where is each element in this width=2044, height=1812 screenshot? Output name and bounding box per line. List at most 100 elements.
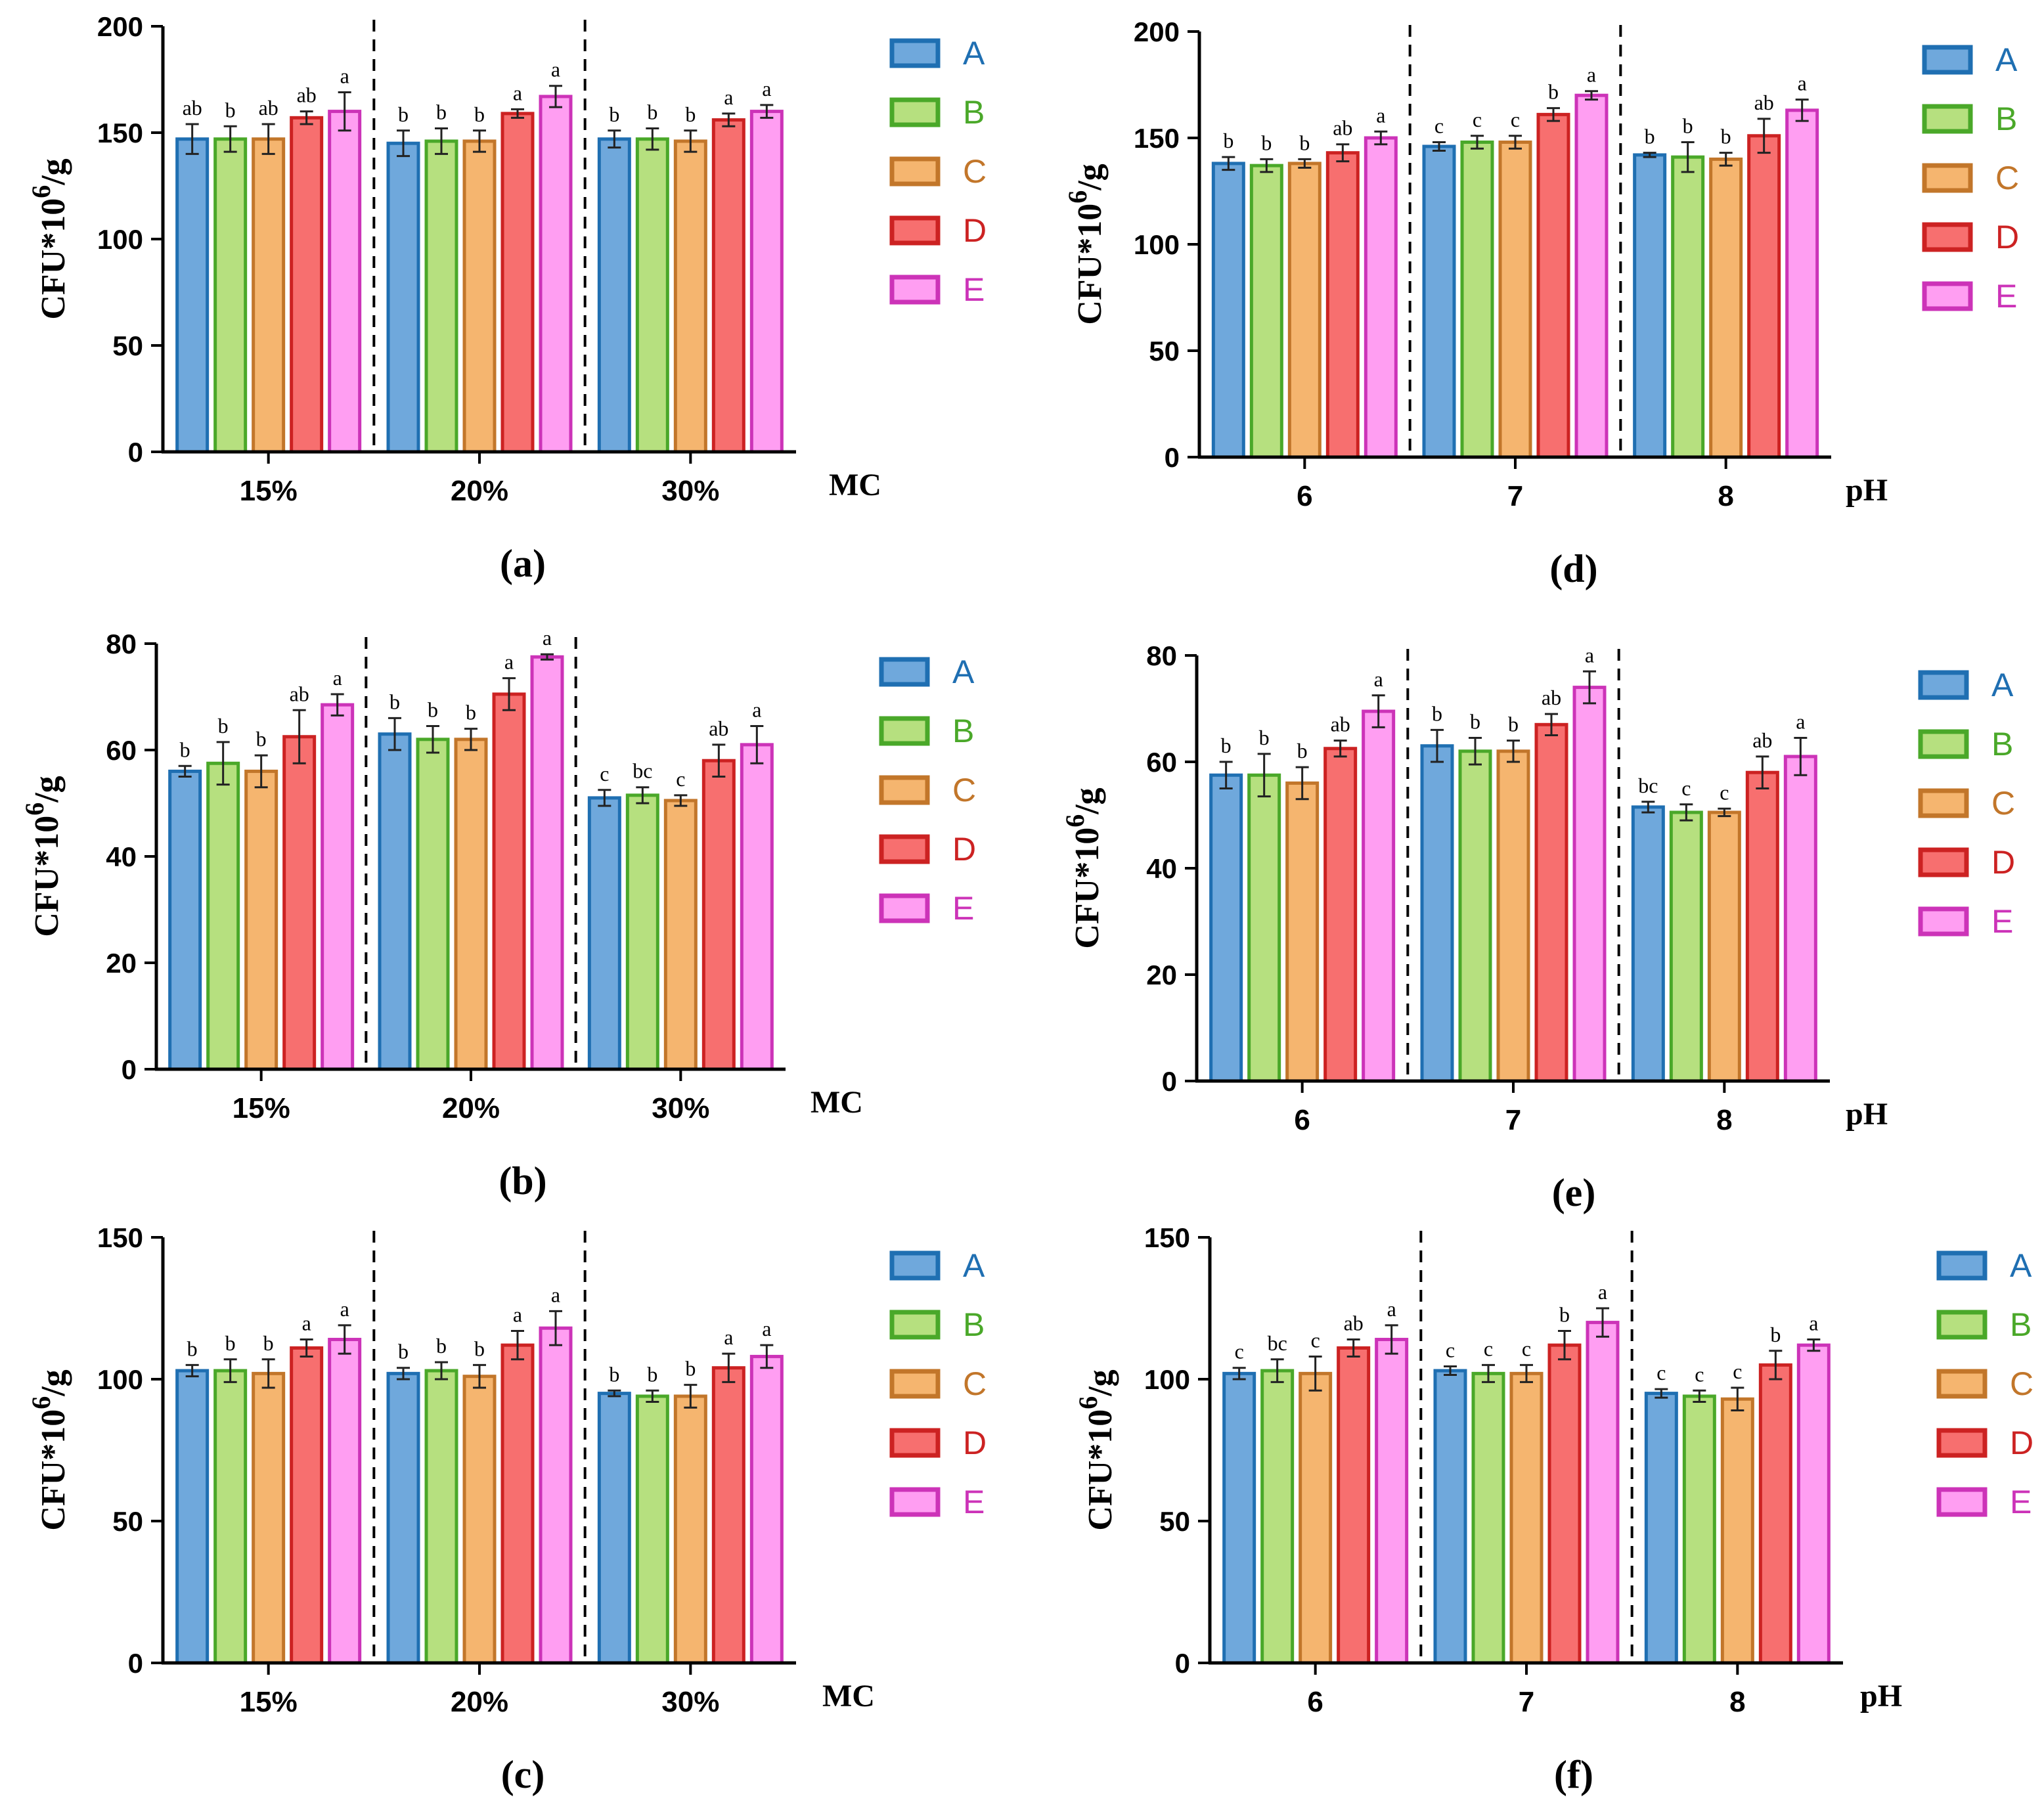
bar <box>1364 136 1398 459</box>
significance-label: b <box>1508 713 1519 736</box>
y-axis-title: CFU*106/g <box>1063 164 1109 324</box>
legend-label: B <box>2010 1306 2032 1343</box>
bar <box>1633 153 1667 459</box>
legend-swatch <box>1918 670 1969 700</box>
y-axis-title-exponent: 6 <box>1063 190 1092 204</box>
significance-label: bc <box>633 759 652 783</box>
significance-label: ab <box>1331 713 1350 736</box>
bar <box>1586 1321 1620 1665</box>
bar <box>635 137 669 454</box>
y-tick-label: 40 <box>106 841 137 872</box>
bar <box>1496 749 1530 1083</box>
y-axis-title-unit: /g <box>1071 164 1109 190</box>
y-tick-label: 0 <box>128 437 143 468</box>
legend-swatch <box>879 657 930 687</box>
y-axis-title-exponent: 6 <box>1073 1396 1103 1409</box>
legend-label: A <box>952 653 975 690</box>
significance-label: ab <box>297 83 317 107</box>
significance-label: b <box>1299 131 1310 154</box>
significance-label: b <box>187 1337 198 1360</box>
significance-label: c <box>1656 1361 1666 1384</box>
y-tick-label: 60 <box>1146 747 1177 778</box>
legend-swatch <box>1922 281 1973 311</box>
legend-swatch <box>889 275 941 305</box>
bar <box>625 793 659 1071</box>
bar <box>424 1369 458 1665</box>
y-tick-label: 200 <box>1134 16 1180 47</box>
bar <box>1745 770 1779 1083</box>
bar <box>1247 773 1281 1083</box>
bar <box>1433 1369 1467 1665</box>
bar <box>328 1338 362 1665</box>
significance-label: a <box>513 1303 522 1327</box>
y-axis-title-base: CFU*10 <box>35 198 72 320</box>
significance-label: b <box>1683 114 1693 137</box>
bar <box>500 112 535 454</box>
y-axis-title-exponent: 6 <box>20 803 49 816</box>
legend-swatch <box>889 1250 941 1281</box>
y-tick-label: 150 <box>97 1222 143 1253</box>
bar <box>1260 1369 1295 1665</box>
significance-label: a <box>333 666 342 690</box>
significance-label: ab <box>1344 1312 1364 1335</box>
significance-label: b <box>466 701 476 724</box>
bar <box>500 1343 535 1665</box>
significance-label: a <box>1585 643 1594 667</box>
significance-label: b <box>647 1362 657 1386</box>
significance-label: c <box>1522 1337 1531 1360</box>
legend-label: C <box>963 153 987 190</box>
bar <box>1682 1394 1716 1665</box>
legend-label: C <box>1991 785 2015 822</box>
significance-label: c <box>1473 108 1482 131</box>
bar <box>454 738 488 1071</box>
legend-swatch <box>889 1369 941 1399</box>
legend-swatch <box>1918 906 1969 937</box>
x-tick-label: 30% <box>652 1092 709 1124</box>
legend-label: A <box>2010 1247 2032 1284</box>
significance-label: ab <box>259 96 278 120</box>
significance-label: c <box>676 767 685 791</box>
bar <box>386 141 420 454</box>
y-tick-label: 150 <box>1144 1222 1190 1253</box>
panel-label: (a) <box>500 542 546 585</box>
bar <box>1285 781 1320 1083</box>
significance-label: b <box>609 1362 619 1386</box>
legend-label: B <box>963 1306 985 1343</box>
bar <box>1362 709 1396 1083</box>
legend-swatch <box>879 893 930 923</box>
legend-label: D <box>963 212 987 249</box>
y-tick-label: 150 <box>1134 123 1180 154</box>
legend-label: D <box>2010 1425 2033 1461</box>
bar <box>1669 810 1703 1083</box>
legend-label: E <box>952 890 974 927</box>
bar <box>416 738 450 1071</box>
significance-label: b <box>685 1357 696 1381</box>
significance-label: b <box>1470 710 1480 734</box>
bar <box>1631 805 1665 1083</box>
y-tick-label: 60 <box>106 735 137 766</box>
y-tick-label: 80 <box>1146 640 1177 671</box>
bar <box>701 759 736 1071</box>
significance-label: a <box>1809 1312 1818 1335</box>
significance-label: b <box>398 102 409 126</box>
significance-label: ab <box>183 96 202 120</box>
bar <box>530 655 564 1071</box>
significance-label: c <box>1695 1362 1704 1386</box>
y-axis-title: CFU*106/g <box>1073 1369 1119 1530</box>
legend-label: B <box>1995 100 2017 137</box>
bar <box>711 118 745 454</box>
x-tick-label: 20% <box>451 1686 508 1718</box>
bar <box>663 799 698 1071</box>
significance-label: b <box>1559 1303 1570 1327</box>
x-tick-label: 8 <box>1716 1104 1732 1136</box>
y-tick-label: 80 <box>106 629 137 659</box>
significance-label: a <box>340 1297 349 1321</box>
significance-label: c <box>1235 1340 1244 1363</box>
significance-label: c <box>1511 108 1520 131</box>
significance-label: b <box>1223 129 1233 152</box>
bar <box>252 137 286 454</box>
legend-swatch <box>1918 729 1969 759</box>
significance-label: b <box>428 698 438 722</box>
